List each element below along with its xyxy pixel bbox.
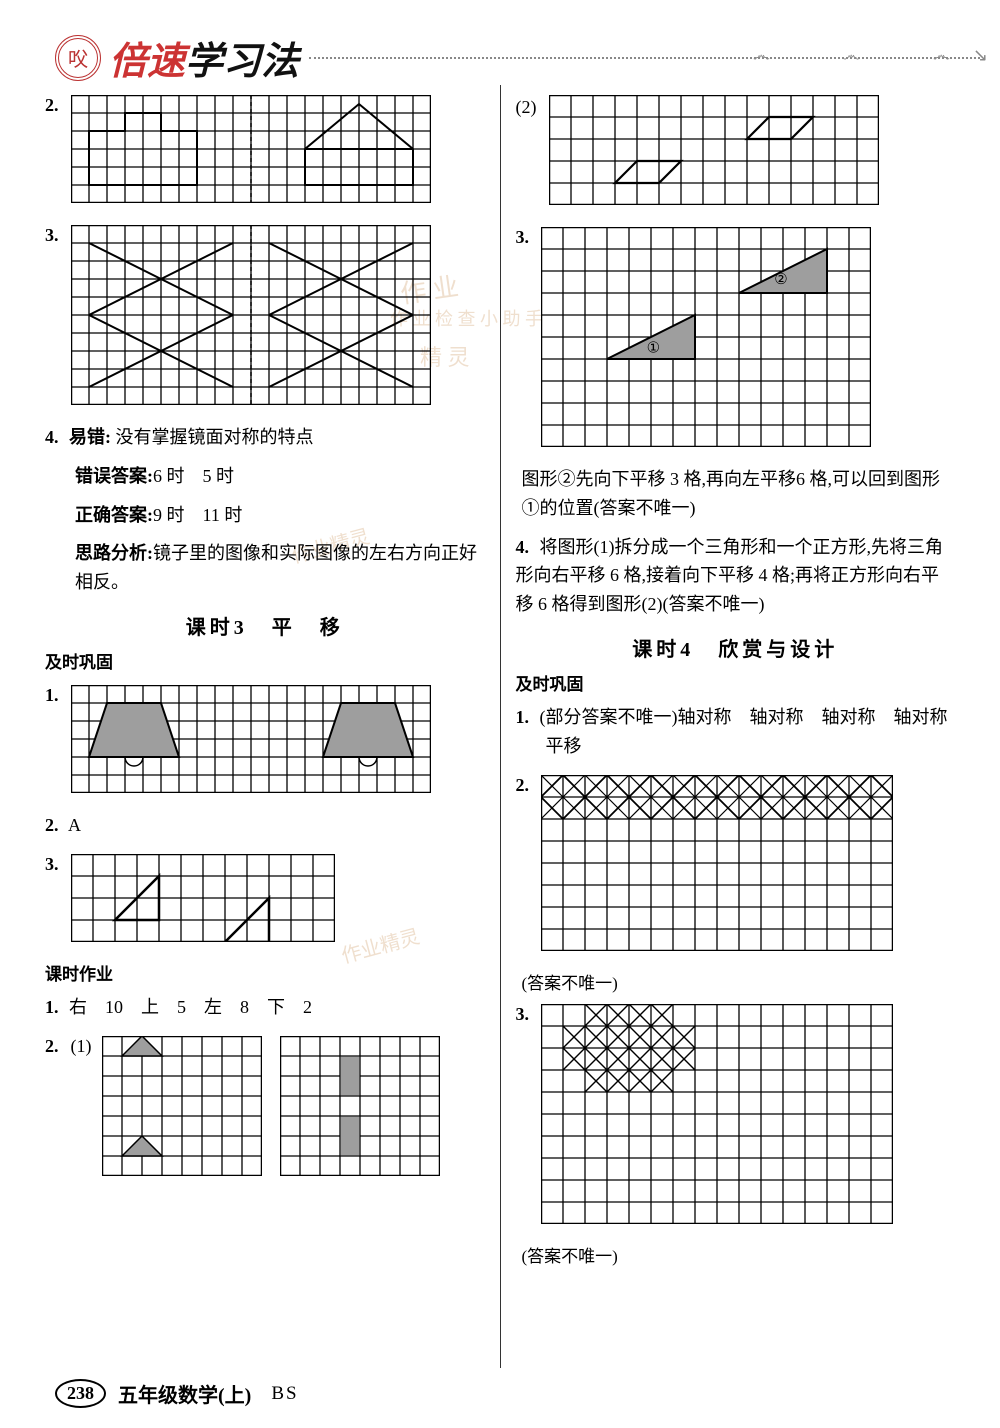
left-q2: 2. bbox=[45, 91, 485, 211]
logo-icon: 㕮 bbox=[55, 35, 101, 81]
page-footer: 238 五年级数学(上) BS bbox=[55, 1379, 299, 1408]
q3-grid bbox=[71, 225, 431, 405]
hw-q2-grid-a bbox=[102, 1036, 262, 1176]
l4-q3-num: 3. bbox=[516, 1000, 530, 1029]
section-consolidate: 及时巩固 bbox=[45, 648, 485, 673]
l4-q3: 3. bbox=[516, 1000, 956, 1232]
hw-q2-grid-b bbox=[280, 1036, 440, 1176]
right-column: (2) 3. ②① 图形②先向下平移 3 格,再向左平移6 格,可以回到图形①的… bbox=[501, 85, 971, 1368]
svg-text:②: ② bbox=[774, 272, 787, 288]
l4-q2-grid bbox=[541, 775, 893, 951]
left-q4: 4. 易错: 没有掌握镜面对称的特点 bbox=[45, 423, 485, 452]
r-section-consolidate: 及时巩固 bbox=[516, 670, 956, 695]
q3-num: 3. bbox=[45, 221, 59, 250]
r-q2-2: (2) bbox=[516, 91, 956, 213]
hw-q1-num: 1. bbox=[45, 997, 59, 1017]
q4-wrong-label: 错误答案: bbox=[75, 466, 153, 486]
hw-title: 课时作业 bbox=[45, 960, 485, 985]
lesson3-title: 课时3 平 移 bbox=[45, 611, 485, 640]
swirl-icon: ෴ bbox=[933, 45, 950, 66]
content-area: 2. 3. 4. 易错: 没有掌握镜面对称的特点 错误答案:6 时 5 时 bbox=[30, 85, 970, 1368]
r-q4-num: 4. bbox=[516, 537, 530, 557]
l4-q1-num: 1. bbox=[516, 707, 530, 727]
r-q3: 3. ②① bbox=[516, 223, 956, 455]
hw-q2-num: 2. bbox=[45, 1032, 59, 1061]
l4-q1-line2: 平移 bbox=[546, 732, 956, 761]
svg-text:①: ① bbox=[647, 340, 660, 356]
hw-q1: 1. 右 10 上 5 左 8 下 2 bbox=[45, 993, 485, 1022]
footer-edition: BS bbox=[271, 1383, 298, 1405]
r-q4-text: 将图形(1)拆分成一个三角形和一个正方形,先将三角形向右平移 6 格,接着向下平… bbox=[516, 537, 944, 615]
page-number: 238 bbox=[55, 1379, 106, 1408]
q2-grid bbox=[71, 95, 431, 203]
l3-q3-num: 3. bbox=[45, 850, 59, 879]
r-q3-grid: ②① bbox=[541, 227, 871, 447]
r-q3-text: 图形②先向下平移 3 格,再向左平移6 格,可以回到图形①的位置(答案不唯一) bbox=[522, 465, 956, 523]
l4-q2-num: 2. bbox=[516, 771, 530, 800]
l3-q1: 1. bbox=[45, 681, 485, 801]
brand-black: 学习法 bbox=[185, 41, 299, 83]
q4-wrong: 错误答案:6 时 5 时 bbox=[75, 462, 485, 491]
l3-q3-grid bbox=[71, 854, 335, 942]
lesson4-title: 课时4 欣赏与设计 bbox=[516, 633, 956, 662]
l4-q2: 2. bbox=[516, 771, 956, 959]
l4-q3-note: (答案不唯一) bbox=[522, 1242, 956, 1267]
l3-q2: 2. A bbox=[45, 811, 485, 840]
brand-title: 倍速学习法 bbox=[109, 30, 299, 85]
q4-correct: 正确答案:9 时 11 时 bbox=[75, 501, 485, 530]
l3-q2-num: 2. bbox=[45, 815, 59, 835]
hw-q1-text: 右 10 上 5 左 8 下 2 bbox=[69, 997, 312, 1017]
swirl-icon: ෴ bbox=[753, 45, 770, 66]
r-q2-2-grid bbox=[549, 95, 879, 205]
hw-q2-sub: (1) bbox=[71, 1032, 92, 1061]
header-dotted-line: ෴ ෴ ෴ ↘ bbox=[309, 57, 980, 59]
q2-num: 2. bbox=[45, 91, 59, 120]
arrow-icon: ↘ bbox=[973, 45, 988, 66]
q4-text: 没有掌握镜面对称的特点 bbox=[116, 427, 314, 447]
l3-q2-ans: A bbox=[68, 815, 81, 835]
r-q3-num: 3. bbox=[516, 223, 530, 252]
l3-q3: 3. bbox=[45, 850, 485, 950]
q4-wrong-ans: 6 时 5 时 bbox=[153, 466, 234, 486]
brand-red: 倍速 bbox=[109, 41, 185, 83]
footer-title: 五年级数学(上) bbox=[118, 1379, 251, 1408]
l3-q1-num: 1. bbox=[45, 681, 59, 710]
left-column: 2. 3. 4. 易错: 没有掌握镜面对称的特点 错误答案:6 时 5 时 bbox=[30, 85, 500, 1368]
left-q3: 3. bbox=[45, 221, 485, 413]
l4-q2-note: (答案不唯一) bbox=[522, 969, 956, 994]
q4-correct-ans: 9 时 11 时 bbox=[153, 505, 242, 525]
l3-q1-grid bbox=[71, 685, 431, 793]
l4-q1: 1. (部分答案不唯一)轴对称 轴对称 轴对称 轴对称 平移 bbox=[516, 703, 956, 761]
q4-analysis: 思路分析:镜子里的图像和实际图像的左右方向正好相反。 bbox=[75, 539, 485, 597]
r-q4: 4. 将图形(1)拆分成一个三角形和一个正方形,先将三角形向右平移 6 格,接着… bbox=[516, 533, 956, 619]
page-header: 㕮 倍速学习法 ෴ ෴ ෴ ↘ bbox=[55, 30, 980, 85]
q4-label: 易错: bbox=[69, 427, 111, 447]
swirl-icon: ෴ bbox=[843, 45, 860, 66]
hw-q2: 2. (1) bbox=[45, 1032, 485, 1184]
r-q2-2-label: (2) bbox=[516, 93, 537, 122]
l4-q1-text: (部分答案不唯一)轴对称 轴对称 轴对称 轴对称 bbox=[540, 707, 948, 727]
q4-analysis-label: 思路分析: bbox=[75, 543, 153, 563]
q4-correct-label: 正确答案: bbox=[75, 505, 153, 525]
q4-num: 4. bbox=[45, 427, 59, 447]
l4-q3-grid bbox=[541, 1004, 893, 1224]
